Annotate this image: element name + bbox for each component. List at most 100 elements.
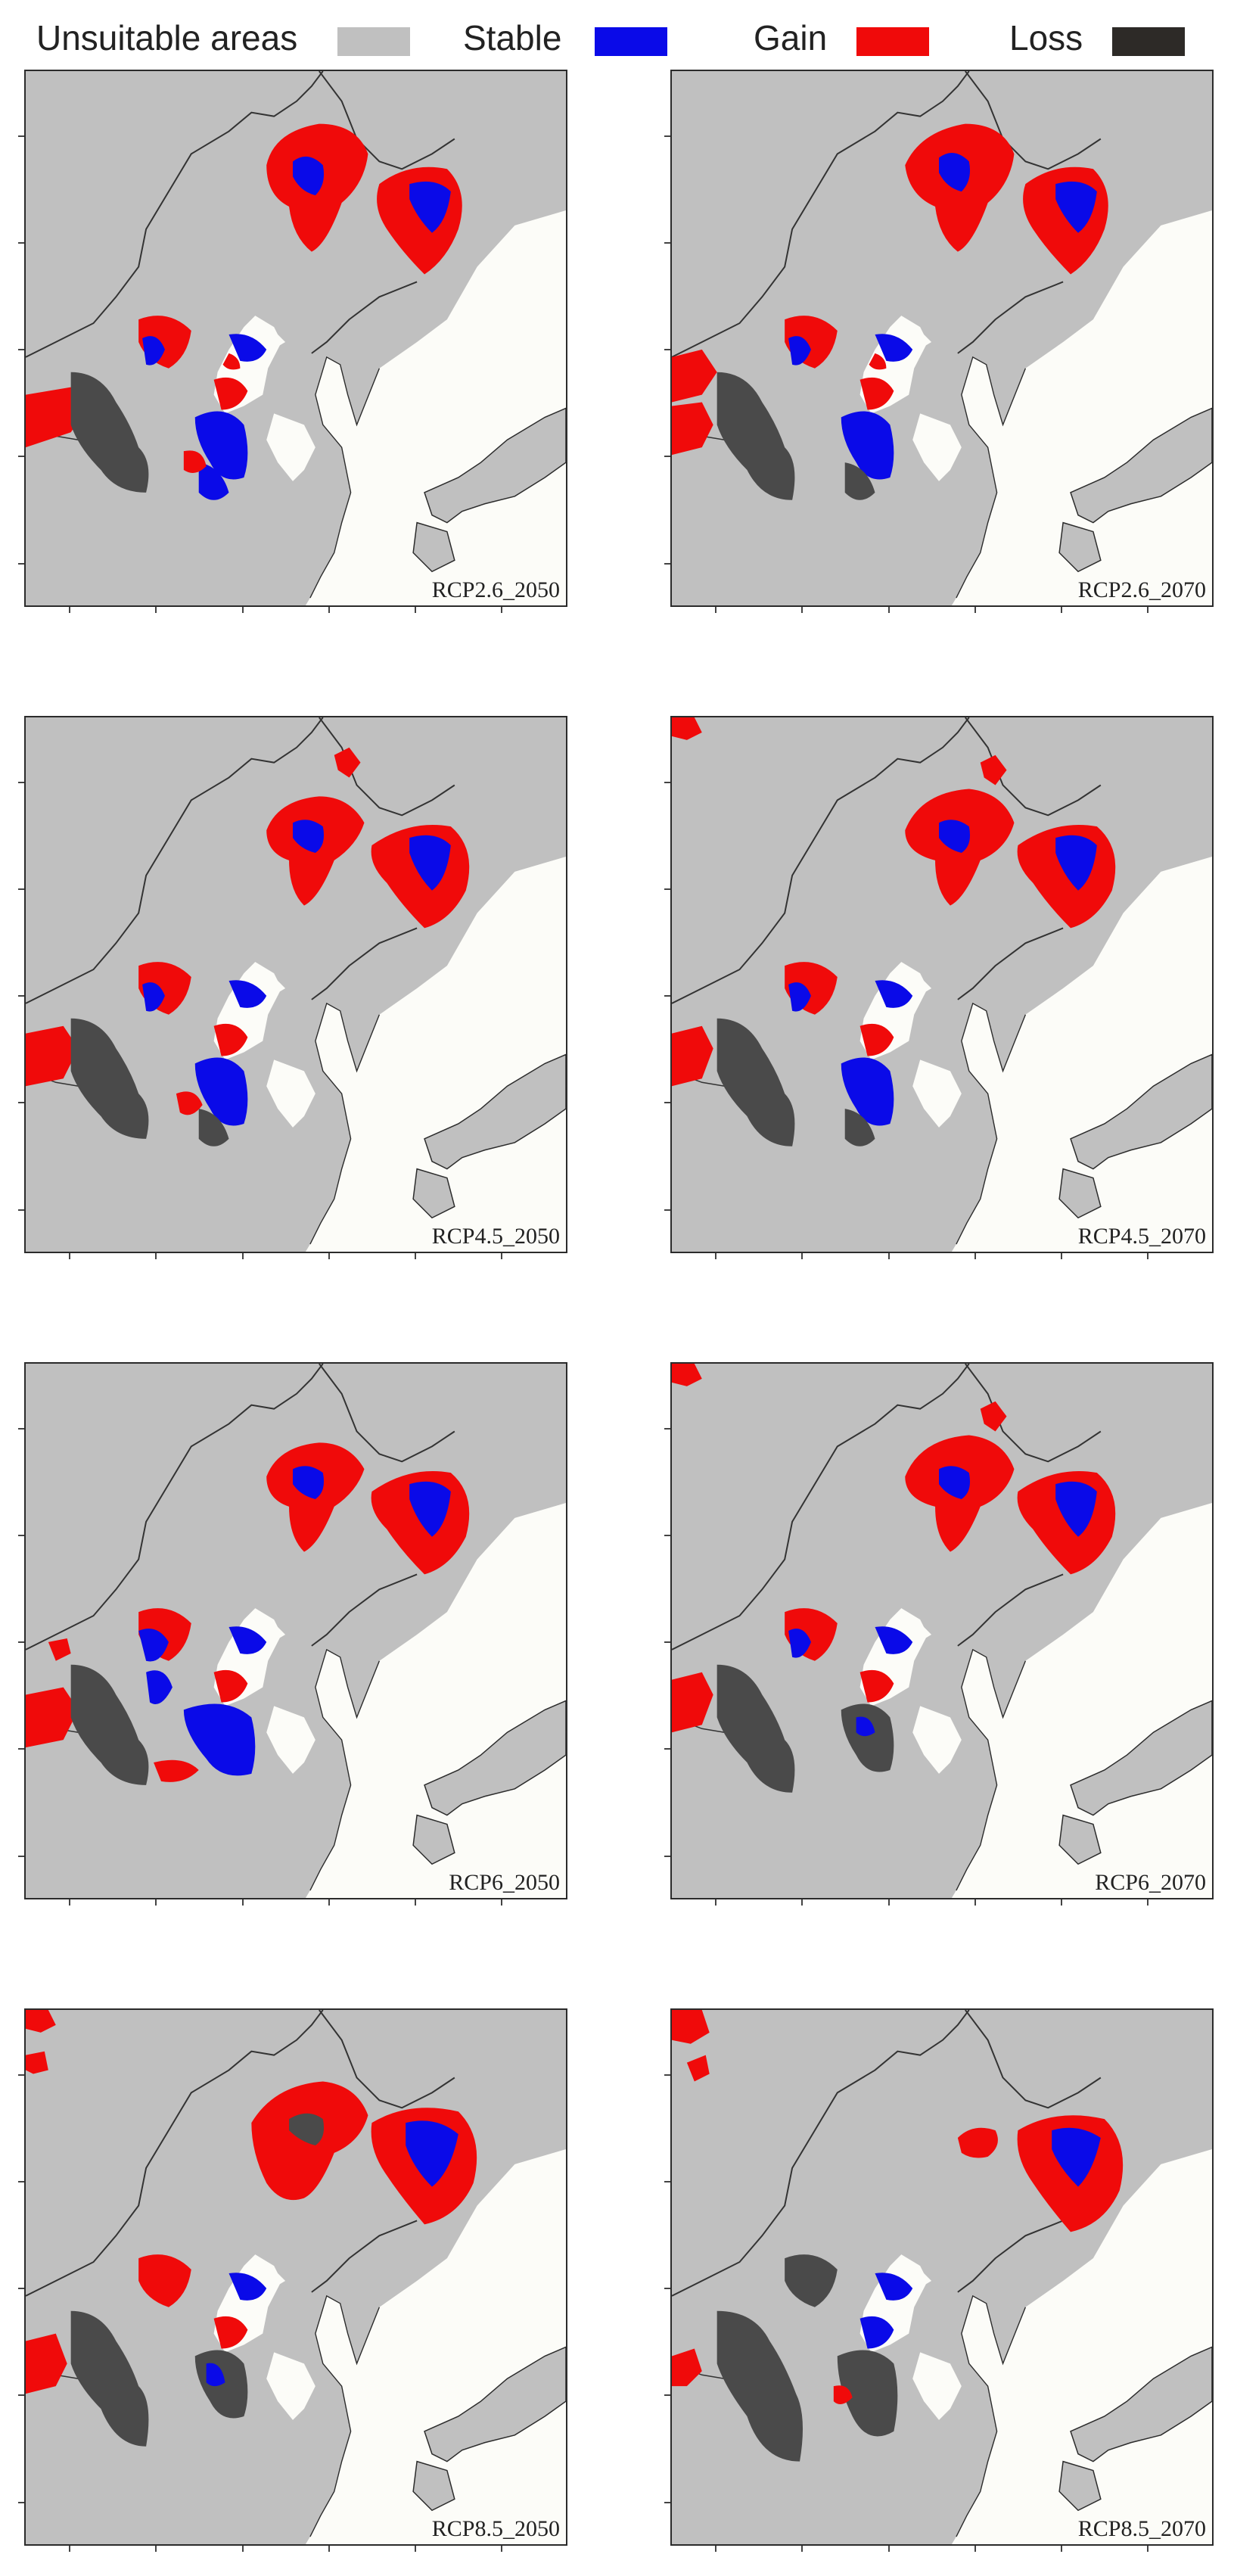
axis-tick [415, 1899, 417, 1906]
panel-label: RCP4.5_2070 [1074, 1223, 1209, 1250]
axis-tick [664, 1534, 670, 1536]
axis-tick [664, 995, 670, 997]
axis-tick [18, 1534, 24, 1536]
legend-label-gain: Gain [754, 18, 828, 58]
axis-tick [1061, 2546, 1063, 2552]
axis-tick [664, 888, 670, 890]
map-panel-rcp85-2070: RCP8.5_2070 [664, 2008, 1214, 2552]
axis-tick [241, 2546, 244, 2552]
axis-tick [664, 456, 670, 458]
axis-tick [241, 607, 244, 613]
axis-tick [664, 349, 670, 351]
axis-tick [69, 1253, 71, 1259]
axis-tick [501, 607, 503, 613]
axis-tick [664, 781, 670, 783]
axis-tick [664, 1748, 670, 1750]
map-terrain [672, 2010, 1212, 2544]
axis-tick [664, 2288, 670, 2290]
map-panel-rcp26-2070: RCP2.6_2070 [664, 70, 1214, 613]
axis-tick [801, 2546, 803, 2552]
axis-tick [328, 1253, 330, 1259]
map-panel-rcp26-2050: RCP2.6_2050 [18, 70, 567, 613]
axis-tick [1061, 1899, 1063, 1906]
axis-tick [664, 135, 670, 137]
axis-tick [18, 2394, 24, 2397]
axis-tick [18, 1641, 24, 1644]
axis-tick [328, 1899, 330, 1906]
axis-tick [887, 2546, 890, 2552]
legend-swatch-gain [856, 27, 929, 56]
map-terrain [26, 1364, 566, 1898]
map-panel-rcp45-2070: RCP4.5_2070 [664, 716, 1214, 1259]
axis-tick [328, 2546, 330, 2552]
legend-label-unsuitable: Unsuitable areas [36, 18, 298, 58]
map-panel-rcp45-2050: RCP4.5_2050 [18, 716, 567, 1259]
panel-label: RCP2.6_2070 [1074, 577, 1209, 604]
axis-tick [974, 1253, 976, 1259]
axis-tick [155, 2546, 157, 2552]
legend-swatch-unsuitable [337, 27, 410, 56]
axis-tick [1147, 2546, 1149, 2552]
axis-tick [155, 607, 157, 613]
axis-tick [18, 1209, 24, 1211]
axis-tick [887, 607, 890, 613]
axis-tick [664, 1209, 670, 1211]
axis-tick [664, 2501, 670, 2503]
axis-tick [18, 349, 24, 351]
axis-tick [887, 1253, 890, 1259]
legend: Unsuitable areas Stable Gain Loss [0, 0, 1234, 83]
panel-label: RCP8.5_2050 [428, 2515, 563, 2543]
axis-tick [664, 2394, 670, 2397]
map-terrain [26, 2010, 566, 2544]
axis-tick [69, 2546, 71, 2552]
axis-tick [155, 1253, 157, 1259]
map-terrain [672, 717, 1212, 1252]
axis-tick [18, 2180, 24, 2182]
legend-label-stable: Stable [463, 18, 562, 58]
axis-tick [664, 1102, 670, 1104]
axis-tick [501, 2546, 503, 2552]
axis-tick [664, 2180, 670, 2182]
axis-tick [18, 135, 24, 137]
axis-tick [1147, 607, 1149, 613]
axis-tick [18, 888, 24, 890]
axis-tick [18, 2501, 24, 2503]
axis-tick [715, 1899, 717, 1906]
axis-tick [801, 1253, 803, 1259]
axis-tick [18, 456, 24, 458]
panel-label: RCP4.5_2050 [428, 1223, 563, 1250]
axis-tick [715, 607, 717, 613]
axis-tick [1061, 607, 1063, 613]
map-terrain [672, 1364, 1212, 1898]
axis-tick [715, 1253, 717, 1259]
axis-tick [974, 607, 976, 613]
axis-tick [18, 562, 24, 565]
axis-tick [1147, 1253, 1149, 1259]
legend-label-loss: Loss [1009, 18, 1083, 58]
axis-tick [974, 1899, 976, 1906]
axis-tick [501, 1899, 503, 1906]
axis-tick [664, 241, 670, 244]
axis-tick [18, 781, 24, 783]
map-panel-rcp85-2050: RCP8.5_2050 [18, 2008, 567, 2552]
legend-swatch-stable [595, 27, 667, 56]
axis-tick [664, 562, 670, 565]
axis-tick [664, 1641, 670, 1644]
panel-label: RCP6_2050 [446, 1869, 563, 1896]
axis-tick [18, 995, 24, 997]
axis-tick [69, 1899, 71, 1906]
axis-tick [241, 1899, 244, 1906]
axis-tick [664, 1427, 670, 1430]
axis-tick [974, 2546, 976, 2552]
axis-tick [18, 1102, 24, 1104]
axis-tick [415, 607, 417, 613]
legend-swatch-loss [1112, 27, 1185, 56]
axis-tick [801, 607, 803, 613]
axis-tick [69, 607, 71, 613]
axis-tick [1147, 1899, 1149, 1906]
panel-label: RCP6_2070 [1092, 1869, 1209, 1896]
axis-tick [664, 1855, 670, 1857]
axis-tick [18, 241, 24, 244]
panel-label: RCP8.5_2070 [1074, 2515, 1209, 2543]
map-terrain [26, 71, 566, 605]
